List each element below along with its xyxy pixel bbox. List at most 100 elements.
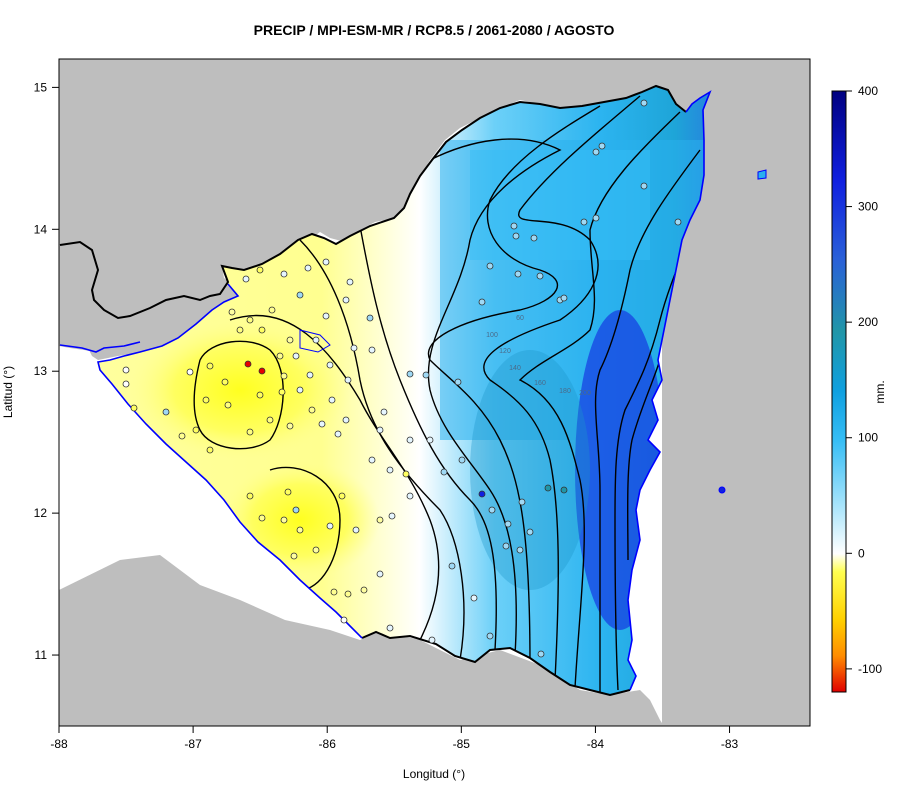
station-marker: [458, 456, 466, 464]
station-marker: [376, 570, 384, 578]
station-marker: [292, 506, 300, 514]
station-marker: [296, 386, 304, 394]
station-marker: [368, 346, 376, 354]
x-tick-label: -84: [587, 737, 605, 751]
station-marker: [536, 272, 544, 280]
station-marker: [454, 378, 462, 386]
contour-label-text: 200: [579, 390, 591, 397]
x-tick-label: -88: [50, 737, 68, 751]
corn-island: [718, 486, 726, 494]
station-marker: [276, 352, 284, 360]
station-marker: [322, 258, 330, 266]
station-marker: [326, 522, 334, 530]
station-marker: [258, 514, 266, 522]
station-marker: [402, 470, 410, 478]
y-tick-label: 15: [34, 80, 48, 94]
station-marker: [308, 406, 316, 414]
cayos-miskitos: [757, 169, 767, 180]
station-marker: [560, 294, 568, 302]
station-marker: [162, 408, 170, 416]
contour-line: [483, 95, 641, 681]
plot-frame: [58, 58, 811, 727]
contour-label-text: 160: [534, 380, 546, 387]
station-marker: [376, 516, 384, 524]
station-marker: [428, 636, 436, 644]
station-marker: [380, 408, 388, 416]
station-marker: [386, 624, 394, 632]
station-marker: [280, 270, 288, 278]
x-tick-label: -86: [319, 737, 337, 751]
colorbar-tick-label: 400: [858, 84, 878, 98]
station-marker: [178, 432, 186, 440]
x-tick-label: -87: [184, 737, 202, 751]
contour-label-text: 60: [516, 315, 524, 322]
station-marker: [406, 436, 414, 444]
x-axis: -88 -87 -86 -85 -84 -83: [50, 726, 739, 751]
station-marker: [186, 368, 194, 376]
colorbar-label: mm.: [873, 380, 887, 403]
contour-label-text: 180: [559, 388, 571, 395]
station-marker: [334, 430, 342, 438]
colorbar-ticks: -100 0 100 200 300 400: [846, 84, 882, 676]
station-marker: [312, 336, 320, 344]
contour-lines: [193, 95, 704, 692]
station-marker: [406, 492, 414, 500]
colorbar: [831, 90, 847, 693]
station-marker: [246, 492, 254, 500]
colorbar-tick-label: 200: [858, 315, 878, 329]
costa-rica-land: [59, 555, 664, 726]
station-marker: [366, 314, 374, 322]
station-marker: [344, 590, 352, 598]
station-marker: [256, 391, 264, 399]
contour-line: [269, 466, 341, 591]
station-marker: [122, 366, 130, 374]
y-tick-label: 11: [35, 648, 48, 662]
y-tick-label: 14: [34, 222, 48, 236]
station-marker: [598, 142, 606, 150]
station-marker: [304, 264, 312, 272]
station-marker: [478, 490, 486, 498]
honduras-land: [59, 59, 710, 360]
station-marker: [510, 222, 518, 230]
weather-stations: [122, 99, 682, 658]
station-marker: [206, 362, 214, 370]
station-marker: [640, 182, 648, 190]
contour-line: [229, 314, 440, 641]
station-marker: [268, 306, 276, 314]
station-marker: [486, 262, 494, 270]
contour-line: [594, 149, 701, 692]
nicaragua-border: [59, 84, 687, 697]
station-marker: [326, 361, 334, 369]
station-marker: [296, 291, 304, 299]
station-marker: [318, 420, 326, 428]
station-marker: [192, 426, 200, 434]
colorbar-tick-label: 100: [858, 431, 878, 445]
station-marker: [592, 148, 600, 156]
station-marker: [246, 316, 254, 324]
station-marker: [352, 526, 360, 534]
station-marker: [290, 552, 298, 560]
contour-line: [193, 340, 284, 450]
station-marker: [228, 308, 236, 316]
station-marker: [526, 528, 534, 536]
station-marker: [422, 371, 430, 379]
station-marker: [224, 401, 232, 409]
station-marker: [340, 616, 348, 624]
station-marker: [130, 404, 138, 412]
pacific-coastline: [59, 283, 363, 639]
station-marker: [342, 416, 350, 424]
x-tick-label: -85: [453, 737, 471, 751]
station-marker: [286, 336, 294, 344]
station-marker: [284, 488, 292, 496]
station-marker: [592, 214, 600, 222]
station-marker: [516, 546, 524, 554]
contour-label-text: 140: [509, 365, 521, 372]
station-marker: [388, 512, 396, 520]
station-marker: [478, 298, 486, 306]
station-marker: [406, 370, 414, 378]
station-marker: [544, 484, 552, 492]
station-marker: [122, 380, 130, 388]
station-marker: [312, 546, 320, 554]
station-marker: [640, 99, 648, 107]
